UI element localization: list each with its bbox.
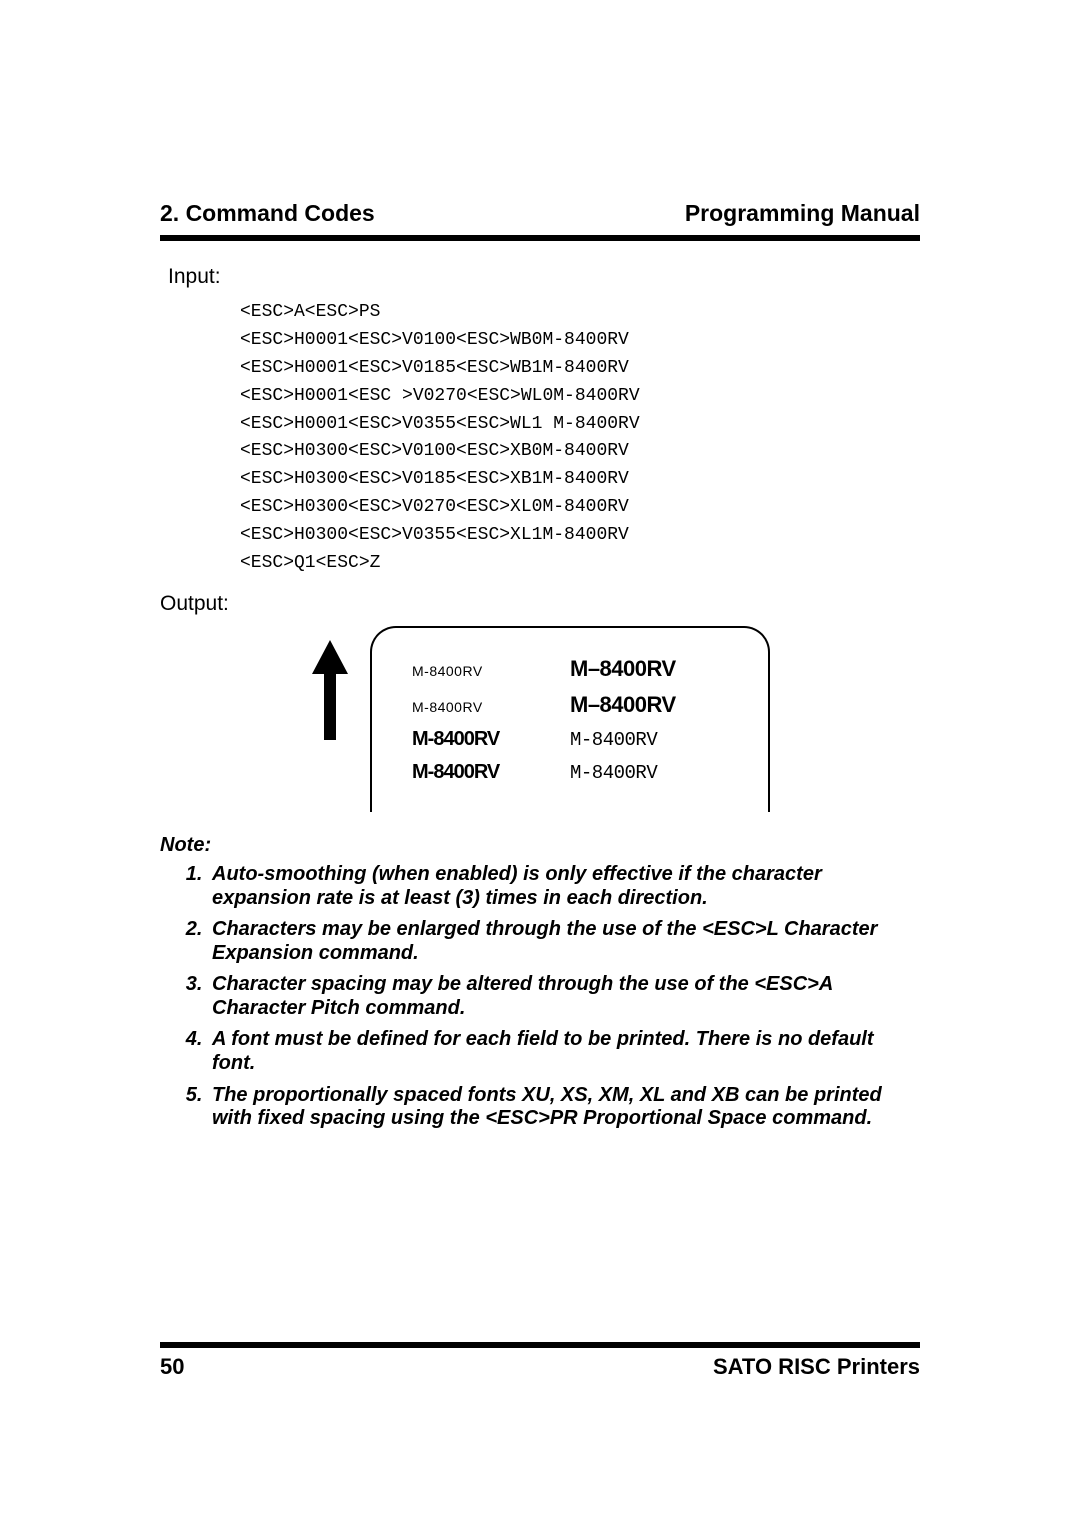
label-cell: M-8400RV [412,699,542,715]
note-item: Characters may be enlarged through the u… [208,918,920,965]
page-header: 2. Command Codes Programming Manual [160,0,920,227]
label-cell: M-8400RV [412,663,542,679]
output-area: M-8400RVM–8400RVM-8400RVM–8400RVM-8400RV… [310,626,920,812]
label-cell: M–8400RV [570,656,676,682]
header-rule [160,235,920,241]
footer-right: SATO RISC Printers [713,1354,920,1380]
label-cell: M–8400RV [570,692,676,718]
input-label: Input: [168,265,920,289]
note-item: The proportionally spaced fonts XU, XS, … [208,1084,920,1131]
output-label: Output: [160,592,920,616]
label-cell: M-8400RV [412,728,542,751]
label-preview: M-8400RVM–8400RVM-8400RVM–8400RVM-8400RV… [370,626,770,812]
label-row: M-8400RV M–8400RV [412,656,768,682]
label-cell: M-8400RV [570,762,657,784]
input-code: <ESC>A<ESC>PS <ESC>H0001<ESC>V0100<ESC>W… [240,299,920,578]
note-item: Character spacing may be altered through… [208,973,920,1020]
footer-rule [160,1342,920,1348]
header-right: Programming Manual [685,200,920,227]
notes-section: Note: Auto-smoothing (when enabled) is o… [160,834,920,1131]
label-row: M-8400RV M-8400RV [412,728,768,751]
notes-heading: Note: [160,834,920,857]
label-cell: M-8400RV [570,729,657,751]
page-number: 50 [160,1354,184,1380]
label-row: M-8400RV M–8400RV [412,692,768,718]
note-item: A font must be defined for each field to… [208,1028,920,1075]
note-item: Auto-smoothing (when enabled) is only ef… [208,863,920,910]
header-left: 2. Command Codes [160,200,375,227]
label-row: M-8400RV M-8400RV [412,761,768,784]
page-footer: 50 SATO RISC Printers [160,1354,920,1380]
notes-list: Auto-smoothing (when enabled) is only ef… [208,863,920,1131]
feed-arrow-icon [310,640,350,750]
label-cell: M-8400RV [412,761,542,784]
